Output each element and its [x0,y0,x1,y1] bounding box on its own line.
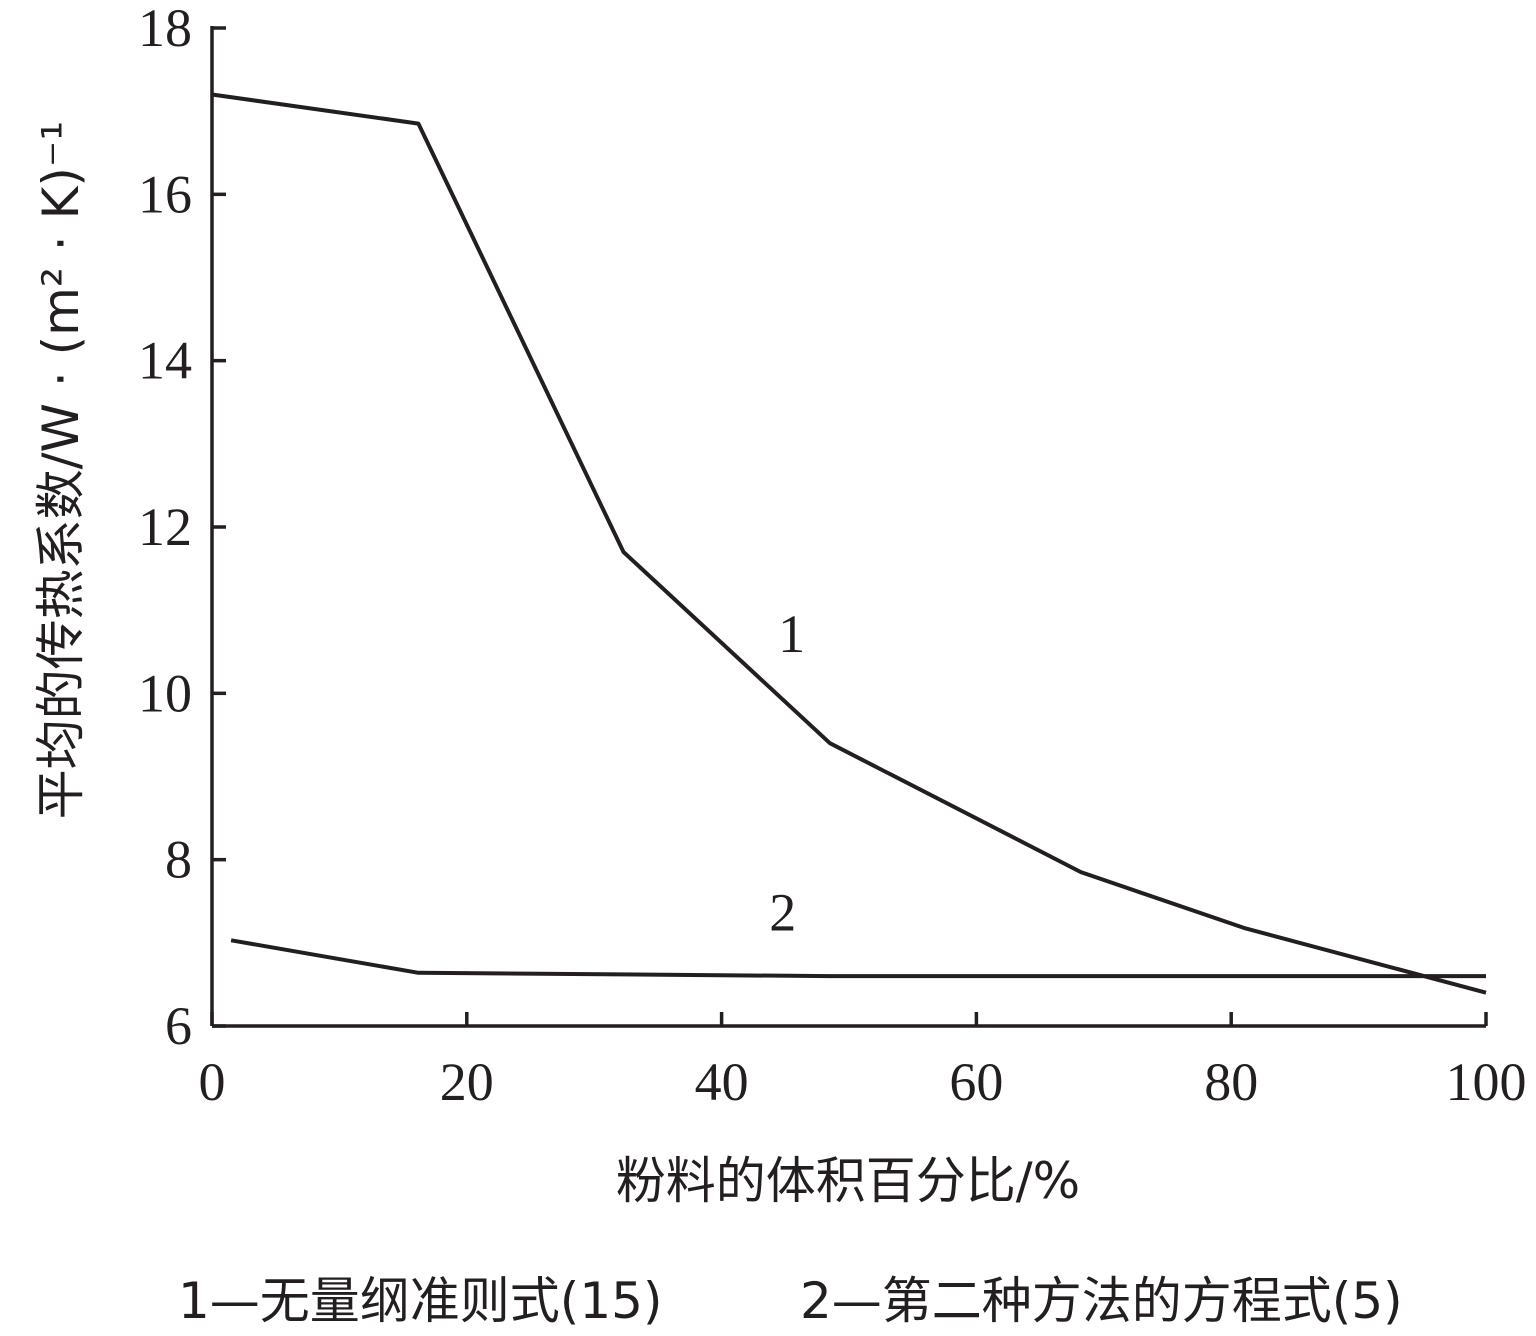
x-ticks: 0 20 40 60 80 100 [199,1012,1527,1112]
y-tick-label: 6 [165,996,192,1056]
series-group [211,92,1487,995]
x-tick-label: 20 [440,1052,494,1112]
y-ticks: 6 8 10 12 14 16 18 [138,0,226,1056]
x-tick-label: 0 [199,1052,226,1112]
y-tick-label: 10 [138,663,192,723]
y-tick-label: 14 [138,331,192,391]
y-tick-label: 8 [165,830,192,890]
x-tick-label: 40 [695,1052,749,1112]
series-line-1 [211,92,1487,995]
x-tick-label: 80 [1204,1052,1258,1112]
series-labels: 12 [769,604,805,943]
y-tick-label: 12 [138,497,192,557]
x-axis-title: 粉料的体积百分比/% [616,1152,1080,1210]
x-tick-label: 60 [949,1052,1003,1112]
series-label-1: 1 [778,604,805,664]
y-axis-title: 平均的传热系数/W · (m² · K)⁻¹ [32,121,90,820]
series-label-2: 2 [769,882,796,942]
y-tick-label: 18 [138,0,192,58]
y-tick-label: 16 [138,164,192,224]
caption-item-1: 1—无量纲准则式(15) [178,1272,662,1330]
axes [210,26,1486,1028]
series-line-2 [230,938,1486,979]
caption-item-2: 2—第二种方法的方程式(5) [800,1272,1403,1330]
x-tick-label: 100 [1446,1052,1527,1112]
